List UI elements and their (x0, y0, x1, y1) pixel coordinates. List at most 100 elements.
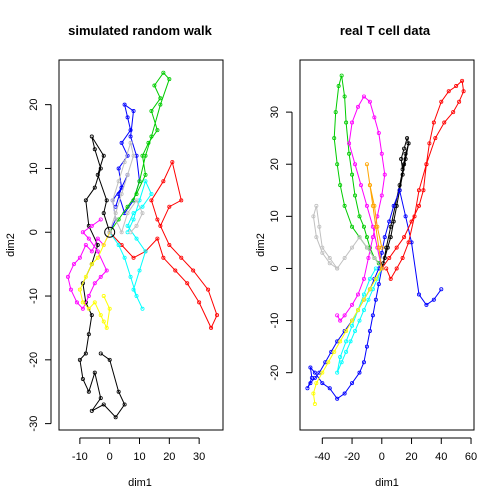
data-point (98, 396, 103, 401)
data-point (385, 245, 390, 250)
data-point (350, 323, 355, 328)
data-point (347, 151, 352, 156)
y-tick-label: 30 (269, 106, 281, 118)
data-point (400, 167, 405, 172)
data-point (74, 300, 79, 305)
data-point (155, 128, 160, 133)
data-point (125, 223, 130, 228)
series-3 (379, 78, 466, 281)
plot-box (58, 59, 224, 431)
data-point (131, 153, 136, 158)
series-line (306, 188, 442, 400)
data-point (92, 370, 97, 375)
panel-simulated-random-walk: simulated random walk -10 0 10 20 30 -30-20-… (5, 23, 224, 489)
data-point (342, 94, 347, 99)
data-point (391, 203, 396, 208)
data-point (312, 370, 317, 375)
data-point (311, 214, 316, 219)
y-tick-label: 20 (28, 99, 40, 111)
data-point (353, 193, 358, 198)
data-point (375, 224, 380, 229)
data-point (312, 375, 317, 380)
data-point (83, 198, 88, 203)
data-point (152, 83, 157, 88)
data-point (388, 224, 393, 229)
data-point (101, 153, 106, 158)
data-point (113, 217, 118, 222)
data-point (134, 294, 139, 299)
data-point (327, 256, 332, 261)
series-line (312, 205, 383, 270)
data-point (412, 214, 417, 219)
data-point (143, 249, 148, 254)
data-point (95, 242, 100, 247)
series-line (109, 72, 170, 233)
data-point (394, 245, 399, 250)
data-point (427, 141, 432, 146)
data-point (416, 292, 421, 297)
x-axis: -40 -20 0 20 40 60 (314, 437, 477, 463)
data-point (357, 370, 362, 375)
data-point (336, 84, 341, 89)
series-line (109, 103, 141, 233)
data-point (80, 300, 85, 305)
data-point (388, 276, 393, 281)
data-point (158, 96, 163, 101)
data-point (454, 84, 459, 89)
data-point (128, 274, 133, 279)
data-point (134, 236, 139, 241)
data-point (403, 214, 408, 219)
data-point (367, 287, 372, 292)
data-point (86, 236, 91, 241)
data-point (416, 188, 421, 193)
data-point (86, 389, 91, 394)
data-point (149, 191, 154, 196)
data-point (372, 203, 377, 208)
data-point (116, 389, 121, 394)
series-line (109, 160, 218, 330)
data-point (131, 211, 136, 216)
data-point (155, 236, 160, 241)
data-point (364, 235, 369, 240)
data-point (80, 306, 85, 311)
data-point (317, 224, 322, 229)
data-point (399, 157, 404, 162)
data-point (416, 203, 421, 208)
y-tick-label: -20 (269, 365, 281, 381)
data-point (80, 376, 85, 381)
data-point (89, 313, 94, 318)
data-point (122, 402, 127, 407)
data-point (373, 297, 378, 302)
data-point (83, 242, 88, 247)
data-point (80, 230, 85, 235)
data-point (314, 381, 319, 386)
data-point (116, 179, 121, 184)
data-point (326, 360, 331, 365)
data-point (320, 245, 325, 250)
data-point (119, 230, 124, 235)
data-point (338, 183, 343, 188)
data-point (379, 151, 384, 156)
data-point (173, 268, 178, 273)
data-point (128, 128, 133, 133)
data-point (353, 162, 358, 167)
data-point (400, 172, 405, 177)
data-point (353, 328, 358, 333)
x-axis-label: dim1 (128, 477, 152, 489)
data-point (327, 261, 332, 266)
y-tick-label: -10 (269, 313, 281, 329)
data-point (361, 360, 366, 365)
x-tick-label: -10 (72, 451, 88, 463)
y-axis-label: dim2 (5, 233, 17, 257)
data-point (391, 219, 396, 224)
series-2 (107, 70, 172, 235)
data-point (167, 204, 172, 209)
data-point (461, 89, 466, 94)
data-point (161, 70, 166, 75)
data-point (387, 256, 392, 261)
data-point (357, 235, 362, 240)
data-point (335, 396, 340, 401)
data-point (381, 261, 386, 266)
y-axis: -20 -10 0 10 20 30 (269, 106, 293, 381)
data-point (71, 262, 76, 267)
